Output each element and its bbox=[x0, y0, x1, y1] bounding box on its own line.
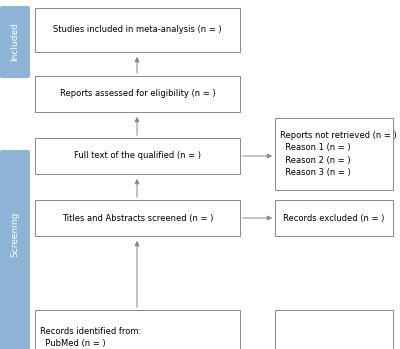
Text: Studies included in meta-analysis (n = ): Studies included in meta-analysis (n = ) bbox=[53, 25, 222, 35]
Text: Titles and Abstracts screened (n = ): Titles and Abstracts screened (n = ) bbox=[62, 214, 213, 223]
Text: Records identified from:
  PubMed (n = )
  Web of Science (n = )
  Embase databa: Records identified from: PubMed (n = ) W… bbox=[40, 327, 147, 349]
FancyBboxPatch shape bbox=[0, 6, 30, 78]
FancyBboxPatch shape bbox=[0, 314, 30, 349]
Bar bbox=[35, 200, 240, 236]
Bar bbox=[35, 138, 240, 174]
Bar bbox=[35, 76, 240, 112]
Bar bbox=[275, 200, 393, 236]
Text: Records excluded (n = ): Records excluded (n = ) bbox=[283, 214, 385, 223]
Bar bbox=[275, 310, 393, 349]
Text: Screening: Screening bbox=[10, 212, 20, 257]
Text: Reports assessed for eligibility (n = ): Reports assessed for eligibility (n = ) bbox=[60, 89, 215, 98]
Bar bbox=[35, 310, 240, 349]
Bar bbox=[35, 8, 240, 52]
Text: Included: Included bbox=[10, 23, 20, 61]
FancyBboxPatch shape bbox=[0, 150, 30, 319]
Text: Full text of the qualified (n = ): Full text of the qualified (n = ) bbox=[74, 151, 201, 161]
Bar bbox=[275, 118, 393, 190]
Text: Reports not retrieved (n = )
  Reason 1 (n = )
  Reason 2 (n = )
  Reason 3 (n =: Reports not retrieved (n = ) Reason 1 (n… bbox=[280, 131, 397, 177]
